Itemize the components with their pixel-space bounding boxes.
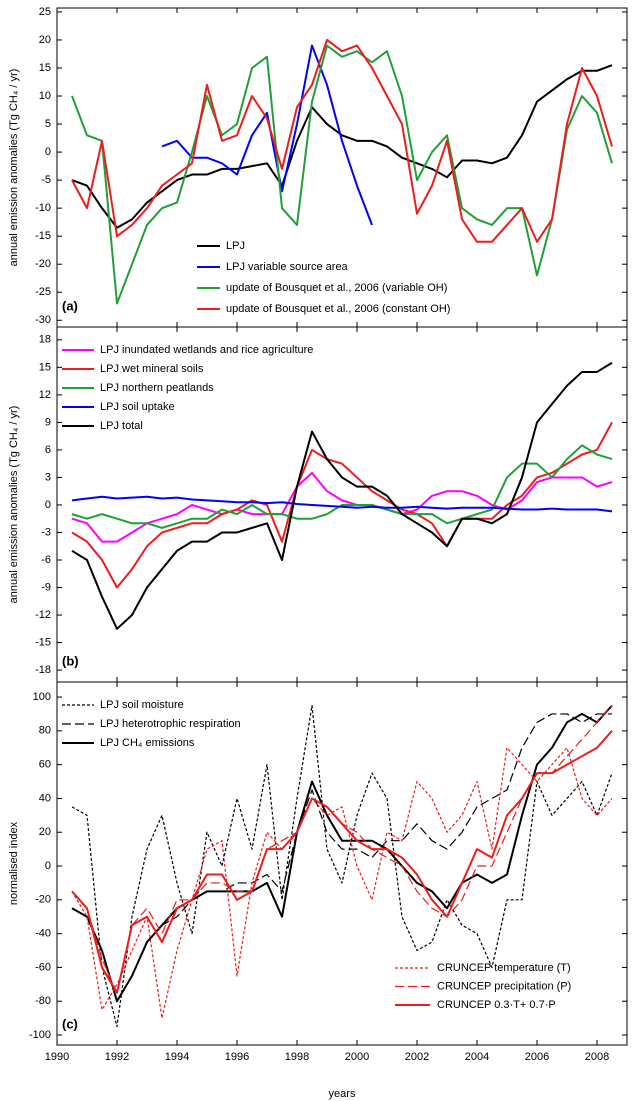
y-tick-label: 20 <box>39 826 51 838</box>
legend-label: update of Bousquet et al., 2006 (variabl… <box>226 282 447 294</box>
y-axis-label: annual emission anomalies (Tg CH₄ / yr) <box>8 406 20 604</box>
y-tick-label: 60 <box>39 759 51 771</box>
y-tick-label: -3 <box>41 526 51 538</box>
y-tick-label: 18 <box>39 334 51 346</box>
series-line <box>71 704 613 1028</box>
y-tick-label: -60 <box>35 961 51 973</box>
series-line <box>71 444 613 529</box>
y-tick-label: 20 <box>39 34 51 46</box>
x-tick-label: 1994 <box>165 1051 189 1063</box>
y-tick-label: 15 <box>39 361 51 373</box>
y-tick-label: -25 <box>35 286 51 298</box>
y-axis-label: normalised index <box>8 821 20 905</box>
y-tick-label: -18 <box>35 664 51 676</box>
legend-label: update of Bousquet et al., 2006 (constan… <box>226 303 450 315</box>
series-line <box>71 361 613 630</box>
x-tick-label: 1996 <box>225 1051 249 1063</box>
y-tick-label: 100 <box>33 691 51 703</box>
x-tick-label: 2000 <box>345 1051 369 1063</box>
series-line <box>71 730 613 994</box>
legend-label: LPJ wet mineral soils <box>100 363 204 375</box>
legend-label: LPJ heterotrophic respiration <box>100 718 241 730</box>
y-tick-label: -30 <box>35 314 51 326</box>
y-tick-label: 0 <box>45 499 51 511</box>
x-tick-label: 2008 <box>585 1051 609 1063</box>
x-tick-label: 1990 <box>45 1051 69 1063</box>
x-axis-label: years <box>329 1088 356 1100</box>
series-line <box>71 713 612 1002</box>
y-tick-label: 12 <box>39 389 51 401</box>
series-line <box>71 64 613 229</box>
series-line <box>71 495 613 513</box>
y-tick-label: -9 <box>41 581 51 593</box>
legend-label: LPJ variable source area <box>226 261 349 273</box>
y-tick-label: -6 <box>41 554 51 566</box>
legend-label: LPJ CH₄ emissions <box>100 737 195 749</box>
series-line <box>71 471 613 543</box>
legend-label: LPJ soil moisture <box>100 699 184 711</box>
series-line <box>71 704 613 1003</box>
y-tick-label: -100 <box>29 1029 51 1041</box>
y-tick-label: 25 <box>39 6 51 18</box>
y-tick-label: -40 <box>35 928 51 940</box>
legend-label: LPJ soil uptake <box>100 401 175 413</box>
panel-label: (c) <box>62 1016 78 1031</box>
y-tick-label: 80 <box>39 725 51 737</box>
x-tick-label: 2006 <box>525 1051 549 1063</box>
y-tick-label: 5 <box>45 118 51 130</box>
y-tick-label: 0 <box>45 146 51 158</box>
series-line <box>71 38 613 243</box>
y-tick-label: 9 <box>45 416 51 428</box>
legend-label: CRUNCEP temperature (T) <box>437 962 571 974</box>
y-tick-label: 3 <box>45 471 51 483</box>
y-tick-label: -5 <box>41 174 51 186</box>
x-tick-label: 1998 <box>285 1051 309 1063</box>
series-line <box>71 747 613 1019</box>
y-tick-label: -20 <box>35 258 51 270</box>
series-line <box>161 44 373 226</box>
x-tick-label: 1992 <box>105 1051 129 1063</box>
y-tick-label: 40 <box>39 792 51 804</box>
x-tick-label: 2002 <box>405 1051 429 1063</box>
y-tick-label: -15 <box>35 636 51 648</box>
y-tick-label: -12 <box>35 609 51 621</box>
y-tick-label: 10 <box>39 90 51 102</box>
y-tick-label: -80 <box>35 995 51 1007</box>
y-tick-label: 6 <box>45 444 51 456</box>
series-line <box>71 421 613 589</box>
legend-label: LPJ northern peatlands <box>100 382 214 394</box>
y-tick-label: -20 <box>35 894 51 906</box>
panel-label: (a) <box>62 298 78 313</box>
y-tick-label: -10 <box>35 202 51 214</box>
legend-label: LPJ total <box>100 420 143 432</box>
panel-label: (b) <box>62 653 79 668</box>
y-tick-label: 15 <box>39 62 51 74</box>
legend-label: CRUNCEP 0.3·T+ 0.7·P <box>437 999 556 1011</box>
legend-label: LPJ <box>226 240 245 252</box>
legend-label: LPJ inundated wetlands and rice agricult… <box>100 344 313 356</box>
y-tick-label: 0 <box>45 860 51 872</box>
plot-frame <box>56 681 628 1046</box>
x-tick-label: 2004 <box>465 1051 489 1063</box>
legend-label: CRUNCEP precipitation (P) <box>437 980 571 992</box>
y-axis-label: annual emission anomalies (Tg CH₄ / yr) <box>8 69 20 267</box>
y-tick-label: -15 <box>35 230 51 242</box>
